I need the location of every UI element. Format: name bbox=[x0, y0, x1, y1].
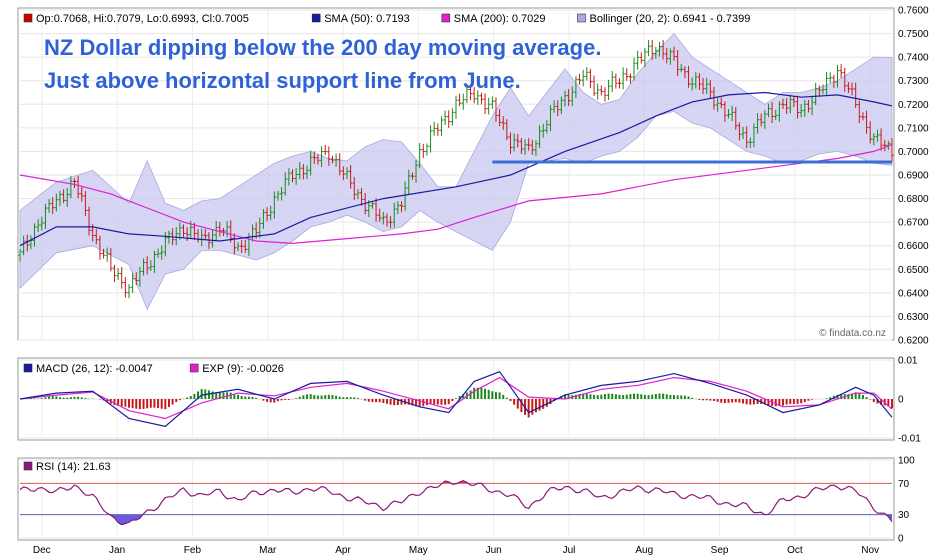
legend-entry: MACD (26, 12): -0.0047 bbox=[36, 363, 153, 375]
sma-200-line bbox=[19, 144, 893, 245]
price-tick-label: 0.6700 bbox=[898, 218, 929, 229]
price-candles bbox=[18, 39, 894, 299]
annotation-line-2: Just above horizontal support line from … bbox=[44, 68, 521, 93]
rsi-legend: RSI (14): 21.63 bbox=[23, 461, 111, 473]
annotation-line-1: NZ Dollar dipping below the 200 day movi… bbox=[44, 35, 601, 60]
x-tick-label: Mar bbox=[259, 545, 277, 556]
rsi-tick-label: 30 bbox=[898, 510, 910, 521]
sma-50-line bbox=[19, 91, 893, 247]
x-tick-label: Nov bbox=[861, 545, 879, 556]
legend-entry: SMA (50): 0.7193 bbox=[324, 13, 410, 25]
price-tick-label: 0.6300 bbox=[898, 312, 929, 323]
rsi-panel-frame bbox=[17, 457, 895, 541]
x-tick-label: Feb bbox=[184, 545, 202, 556]
price-panel: 0.7600 0.7500 0.7400 0.7300 0.7200 0.7100 0.70… bbox=[17, 6, 929, 347]
x-tick-label: Jul bbox=[563, 545, 576, 556]
price-tick-label: 0.7400 bbox=[898, 53, 929, 64]
rsi-panel: 100 70 30 0 RSI (14): 21.63 Dec Jan Feb Mar Apr… bbox=[17, 456, 915, 556]
macd-signal-line bbox=[19, 376, 893, 420]
legend-entry: SMA (200): 0.7029 bbox=[454, 13, 546, 25]
x-tick-label: Dec bbox=[33, 545, 51, 556]
x-tick-label: Jan bbox=[109, 545, 125, 556]
price-tick-label: 0.7600 bbox=[898, 6, 929, 17]
legend-swatch bbox=[441, 13, 451, 23]
x-tick-label: May bbox=[409, 545, 428, 556]
macd-tick-label: -0.01 bbox=[898, 434, 921, 445]
price-tick-label: 0.7300 bbox=[898, 76, 929, 87]
macd-line bbox=[19, 370, 893, 427]
legend-entry: RSI (14): 21.63 bbox=[36, 461, 111, 473]
price-tick-label: 0.7500 bbox=[898, 29, 929, 40]
legend-swatch bbox=[311, 13, 321, 23]
x-tick-label: Oct bbox=[787, 545, 803, 556]
macd-legend: MACD (26, 12): -0.0047 EXP (9): -0.0026 bbox=[23, 363, 284, 375]
price-tick-label: 0.6500 bbox=[898, 265, 929, 276]
legend-swatch bbox=[577, 13, 586, 23]
macd-tick-label: 0.01 bbox=[898, 356, 918, 367]
legend-swatch bbox=[189, 363, 199, 373]
legend-swatch bbox=[23, 13, 33, 23]
legend-entry: EXP (9): -0.0026 bbox=[202, 363, 284, 375]
watermark: © findata.co.nz bbox=[819, 328, 886, 339]
rsi-tick-label: 100 bbox=[898, 456, 915, 467]
rsi-tick-label: 0 bbox=[898, 534, 904, 545]
legend-entry: Op:0.7068, Hi:0.7079, Lo:0.6993, Cl:0.70… bbox=[36, 13, 249, 25]
legend-swatch bbox=[23, 461, 33, 471]
x-axis: Dec Jan Feb Mar Apr May Jun Jul Aug Sep Oct Nov bbox=[33, 545, 879, 556]
x-tick-label: Sep bbox=[711, 545, 729, 556]
price-tick-label: 0.7100 bbox=[898, 123, 929, 134]
price-tick-label: 0.6600 bbox=[898, 241, 929, 252]
rsi-tick-label: 70 bbox=[898, 479, 910, 490]
price-tick-label: 0.6400 bbox=[898, 288, 929, 299]
x-tick-label: Jun bbox=[486, 545, 502, 556]
price-tick-label: 0.6800 bbox=[898, 194, 929, 205]
macd-panel: 0.01 0 -0.01 MACD (26, 12): -0.0047 EXP (9)… bbox=[17, 356, 921, 445]
bollinger-band bbox=[19, 32, 893, 311]
macd-tick-label: 0 bbox=[898, 395, 904, 406]
price-tick-label: 0.6200 bbox=[898, 336, 929, 347]
price-tick-label: 0.6900 bbox=[898, 171, 929, 182]
price-tick-label: 0.7000 bbox=[898, 147, 929, 158]
legend-entry: Bollinger (20, 2): 0.6941 - 0.7399 bbox=[590, 13, 751, 25]
price-tick-label: 0.7200 bbox=[898, 100, 929, 111]
price-legend: Op:0.7068, Hi:0.7079, Lo:0.6993, Cl:0.70… bbox=[23, 13, 751, 25]
legend-swatch bbox=[23, 363, 33, 373]
x-tick-label: Aug bbox=[635, 545, 653, 556]
rsi-line bbox=[19, 480, 893, 526]
x-tick-label: Apr bbox=[335, 545, 351, 556]
price-panel-frame bbox=[17, 7, 895, 341]
